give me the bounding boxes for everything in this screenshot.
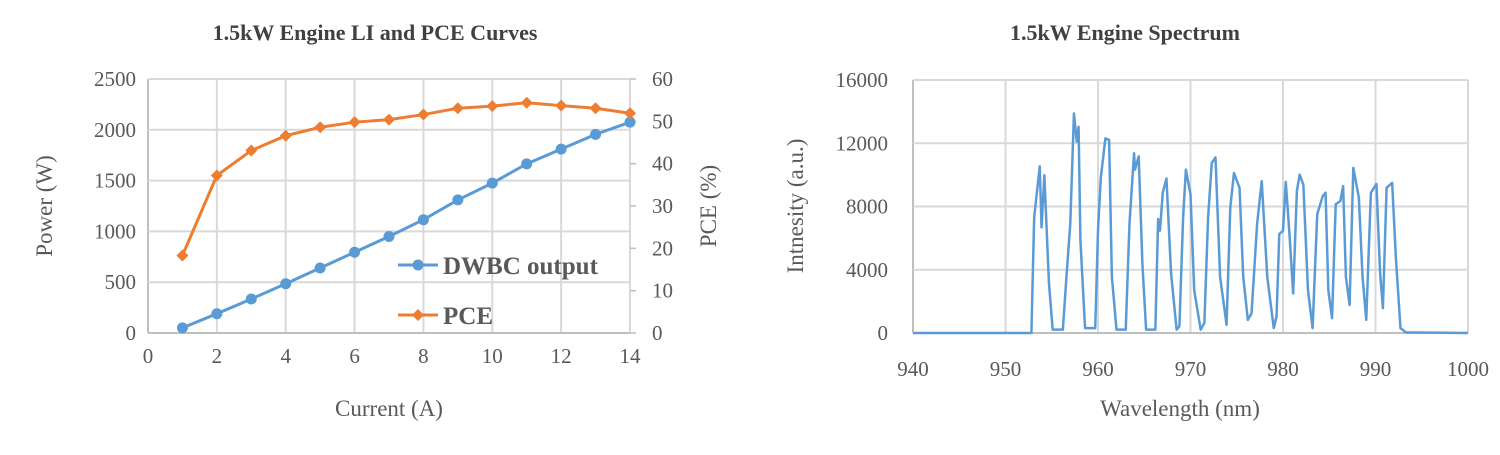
- data-point-pce: [555, 99, 568, 112]
- data-point-pce: [624, 107, 636, 120]
- spectrum-chart: 1.5kW Engine Spectrum Wavelength (nm) In…: [783, 20, 1489, 421]
- data-point-dwbc: [349, 246, 361, 258]
- data-point-pce: [383, 113, 395, 126]
- data-point-pce: [210, 169, 223, 182]
- legend-label-dwbc: DWBC output: [443, 253, 599, 280]
- x-tick-label: 10: [482, 344, 503, 368]
- data-point-pce: [314, 121, 327, 134]
- y2-tick-label: 30: [652, 194, 673, 218]
- spectrum-line: [913, 112, 1469, 335]
- data-point-dwbc: [452, 194, 464, 206]
- legend-marker-pce: [412, 309, 424, 321]
- data-point-dwbc: [280, 278, 292, 290]
- x-tick-label: 2: [212, 344, 223, 368]
- data-point-dwbc: [211, 308, 223, 320]
- legend-marker-dwbc: [412, 259, 424, 271]
- chart-title: 1.5kW Engine Spectrum: [1010, 20, 1240, 45]
- y2-tick-label: 60: [652, 67, 673, 91]
- data-point-dwbc: [245, 293, 257, 305]
- y2-tick-label: 10: [652, 279, 673, 303]
- data-point-pce: [348, 116, 361, 129]
- series-line-pce: [181, 101, 631, 257]
- y-tick-label: 500: [105, 270, 137, 294]
- x-tick-label: 960: [1082, 357, 1114, 381]
- y-tick-label: 16000: [836, 68, 889, 92]
- data-point-dwbc: [624, 116, 636, 128]
- li-pce-chart: 1.5kW Engine LI and PCE Curves Current (…: [32, 20, 721, 421]
- legend-label-pce: PCE: [443, 303, 493, 330]
- x-tick-label: 950: [990, 357, 1022, 381]
- y-tick-label: 8000: [846, 195, 888, 219]
- series-line-dwbc: [181, 120, 631, 330]
- y-tick-label: 1000: [94, 219, 136, 243]
- gridlines: [147, 78, 636, 334]
- y-axis-label: Intnesity (a.u.): [783, 139, 808, 274]
- chart-title: 1.5kW Engine LI and PCE Curves: [213, 20, 538, 45]
- y2-tick-label: 0: [652, 321, 663, 345]
- y2-tick-label: 20: [652, 236, 673, 260]
- data-point-dwbc: [417, 214, 429, 226]
- data-point-dwbc: [521, 158, 533, 170]
- x-tick-label: 1000: [1447, 357, 1489, 381]
- data-point-pce: [520, 96, 533, 109]
- x-tick-label: 980: [1267, 357, 1299, 381]
- x-tick-label: 6: [349, 344, 360, 368]
- y2-tick-label: 50: [652, 109, 673, 133]
- data-point-pce: [245, 144, 258, 157]
- data-point-dwbc: [486, 177, 498, 189]
- data-point-pce: [486, 100, 499, 113]
- data-point-dwbc: [314, 262, 326, 274]
- y-tick-label: 2000: [94, 118, 136, 142]
- data-point-pce: [451, 102, 464, 115]
- data-point-dwbc: [590, 128, 602, 140]
- x-tick-label: 990: [1360, 357, 1392, 381]
- data-point-pce: [279, 129, 292, 142]
- data-point-pce: [417, 108, 430, 121]
- y-tick-label: 1500: [94, 169, 136, 193]
- x-tick-label: 14: [620, 344, 642, 368]
- legend-item-pce: PCE: [398, 303, 493, 330]
- x-axis-label: Current (A): [335, 396, 443, 421]
- legend: DWBC output PCE: [398, 253, 599, 330]
- x-tick-label: 0: [143, 344, 154, 368]
- y-tick-label: 2500: [94, 67, 136, 91]
- y-tick-label: 0: [126, 321, 137, 345]
- x-tick-label: 8: [418, 344, 429, 368]
- legend-item-dwbc: DWBC output: [398, 253, 599, 280]
- x-tick-label: 970: [1175, 357, 1207, 381]
- y-tick-label: 4000: [846, 258, 888, 282]
- data-point-pce: [589, 102, 602, 115]
- y-tick-label: 0: [878, 321, 889, 345]
- gridlines: [912, 79, 1469, 334]
- data-point-dwbc: [176, 322, 188, 334]
- x-tick-label: 4: [280, 344, 291, 368]
- y2-axis-label: PCE (%): [696, 165, 721, 247]
- data-point-dwbc: [383, 230, 395, 242]
- y2-tick-label: 40: [652, 152, 673, 176]
- x-tick-label: 940: [897, 357, 929, 381]
- x-axis-label: Wavelength (nm): [1100, 396, 1260, 421]
- data-point-pce: [176, 249, 189, 262]
- data-point-dwbc: [555, 143, 567, 155]
- x-tick-label: 12: [551, 344, 572, 368]
- y-axis-label: Power (W): [32, 155, 57, 257]
- y-tick-label: 12000: [836, 131, 889, 155]
